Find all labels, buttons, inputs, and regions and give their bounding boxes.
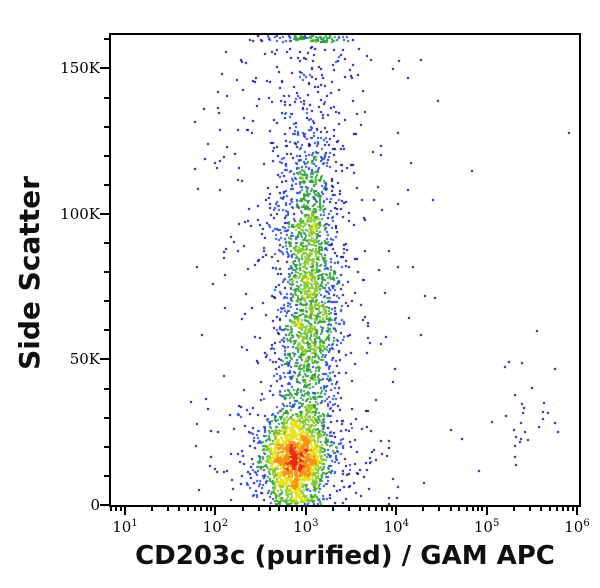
y-minor-tick [104, 445, 109, 448]
x-minor-tick [210, 507, 213, 511]
x-major-tick [304, 507, 307, 515]
x-major-tick [395, 507, 398, 515]
x-major-tick [485, 507, 488, 515]
y-minor-tick [104, 96, 109, 99]
x-tick-label: 101 [103, 516, 147, 535]
x-minor-tick [205, 507, 208, 511]
x-tick-exponent: 6 [583, 518, 590, 529]
x-minor-tick [438, 507, 441, 511]
y-major-tick [100, 212, 109, 215]
x-tick-base: 10 [202, 518, 222, 536]
x-tick-label: 103 [284, 516, 328, 535]
x-tick-exponent: 4 [402, 518, 409, 529]
y-major-tick [100, 358, 109, 361]
x-minor-tick [194, 507, 197, 511]
x-minor-tick [284, 507, 287, 511]
x-major-tick [214, 507, 217, 515]
x-minor-tick [332, 507, 335, 511]
x-minor-tick [571, 507, 574, 511]
x-tick-exponent: 2 [221, 518, 229, 529]
x-minor-tick [290, 507, 293, 511]
x-major-tick [576, 507, 578, 515]
y-tick-label: 0 [90, 496, 100, 514]
x-tick-base: 10 [293, 518, 313, 536]
x-minor-tick [119, 507, 122, 511]
x-axis-title: CD203c (purified) / GAM APC [135, 541, 555, 571]
x-minor-tick [178, 507, 181, 511]
x-tick-label: 106 [555, 516, 599, 535]
x-minor-tick [381, 507, 384, 511]
x-minor-tick [449, 507, 452, 511]
plot-area [109, 33, 581, 507]
y-tick-label: 100K [60, 204, 100, 223]
x-minor-tick [458, 507, 461, 511]
x-minor-tick [548, 507, 551, 511]
x-minor-tick [115, 507, 118, 511]
x-minor-tick [257, 507, 260, 511]
x-tick-base: 10 [473, 518, 493, 536]
x-minor-tick [300, 507, 303, 511]
x-minor-tick [367, 507, 370, 511]
y-minor-tick [104, 183, 109, 186]
x-minor-tick [528, 507, 531, 511]
y-minor-tick [104, 416, 109, 419]
x-tick-exponent: 1 [131, 518, 138, 529]
scatter-canvas [111, 35, 579, 505]
x-minor-tick [465, 507, 468, 511]
x-tick-label: 104 [374, 516, 418, 535]
x-minor-tick [241, 507, 244, 511]
x-minor-tick [268, 507, 271, 511]
x-tick-exponent: 5 [492, 518, 500, 529]
y-minor-tick [104, 242, 109, 245]
y-minor-tick [104, 300, 109, 303]
y-minor-tick [104, 271, 109, 274]
x-minor-tick [567, 507, 570, 511]
y-tick-label: 50K [69, 350, 100, 369]
x-tick-label: 102 [193, 516, 237, 535]
x-minor-tick [471, 507, 474, 511]
x-minor-tick [512, 507, 515, 511]
x-minor-tick [151, 507, 154, 511]
y-minor-tick [104, 38, 109, 41]
x-tick-label: 105 [465, 516, 509, 535]
x-tick-base: 10 [112, 518, 132, 536]
x-minor-tick [555, 507, 558, 511]
x-minor-tick [481, 507, 484, 511]
x-minor-tick [277, 507, 280, 511]
x-tick-exponent: 3 [312, 518, 319, 529]
y-minor-tick [104, 387, 109, 390]
y-minor-tick [104, 329, 109, 332]
y-axis-title: Side Scatter [13, 176, 46, 370]
x-minor-tick [422, 507, 425, 511]
y-major-tick [100, 67, 109, 70]
x-major-tick [124, 507, 126, 515]
x-minor-tick [375, 507, 378, 511]
x-minor-tick [476, 507, 479, 511]
x-minor-tick [296, 507, 299, 511]
y-minor-tick [104, 125, 109, 128]
x-minor-tick [386, 507, 389, 511]
y-major-tick [100, 504, 109, 506]
x-minor-tick [200, 507, 203, 511]
y-minor-tick [104, 474, 109, 477]
x-minor-tick [110, 507, 112, 511]
x-minor-tick [562, 507, 564, 511]
x-minor-tick [359, 507, 362, 511]
x-tick-base: 10 [383, 518, 403, 536]
y-tick-label: 150K [60, 59, 100, 78]
x-minor-tick [167, 507, 170, 511]
x-minor-tick [187, 507, 190, 511]
x-minor-tick [347, 507, 350, 511]
x-tick-base: 10 [564, 518, 584, 536]
x-minor-tick [540, 507, 543, 511]
y-minor-tick [104, 154, 109, 157]
x-minor-tick [391, 507, 394, 511]
